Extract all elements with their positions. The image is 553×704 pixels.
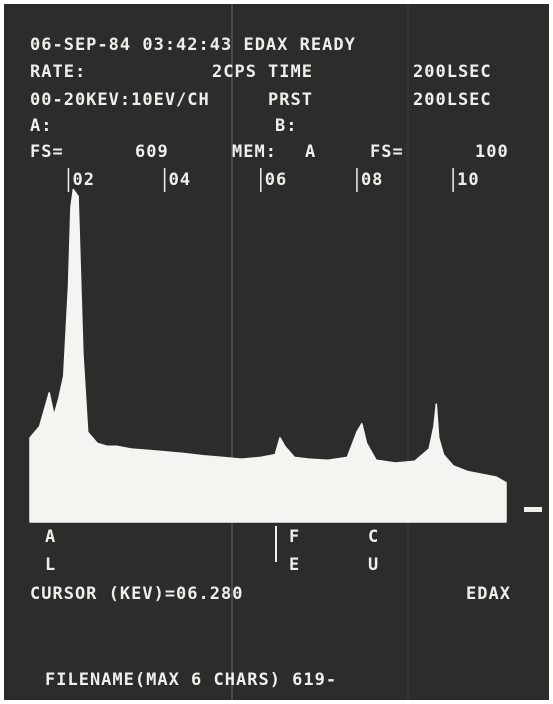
rate-label: RATE: [30,62,86,82]
screen-marker [524,507,542,512]
marker-letter: U [368,555,379,575]
marker-letter: C [368,527,379,547]
fs-b-label: FS= [370,142,404,162]
fs-a-label: FS= [30,142,64,162]
prst-value: 200LSEC [413,90,492,110]
marker-letter: E [289,555,300,575]
x-tick-label: 10 [457,170,479,190]
mem-value: A [305,142,316,162]
prst-label: PRST [268,90,313,110]
screen: 06-SEP-84 03:42:43 EDAX READY RATE: 2CPS… [0,0,553,704]
header: 06-SEP-84 03:42:43 EDAX READY [30,35,356,55]
b-label: B: [275,116,297,136]
range: 00-20KEV:10EV/CH [30,90,210,110]
a-label: A: [30,116,52,136]
brand: EDAX [466,584,511,604]
marker-letter: F [289,527,300,547]
cursor-readout: CURSOR (KEV)=06.280 [30,584,243,604]
filename-prompt: FILENAME(MAX 6 CHARS) 619- [45,670,337,690]
time-label: TIME [268,62,313,82]
marker-letter: A [45,527,56,547]
x-tick-label: 08 [361,170,383,190]
marker-letter: L [45,555,56,575]
mem-label: MEM: [232,142,277,162]
rate-value: 2CPS [212,62,257,82]
x-tick-label: 02 [72,170,94,190]
fs-a-value: 609 [135,142,169,162]
fs-b-value: 100 [475,142,509,162]
time-value: 200LSEC [413,62,492,82]
x-tick-label: 06 [265,170,287,190]
x-tick-label: 04 [169,170,191,190]
